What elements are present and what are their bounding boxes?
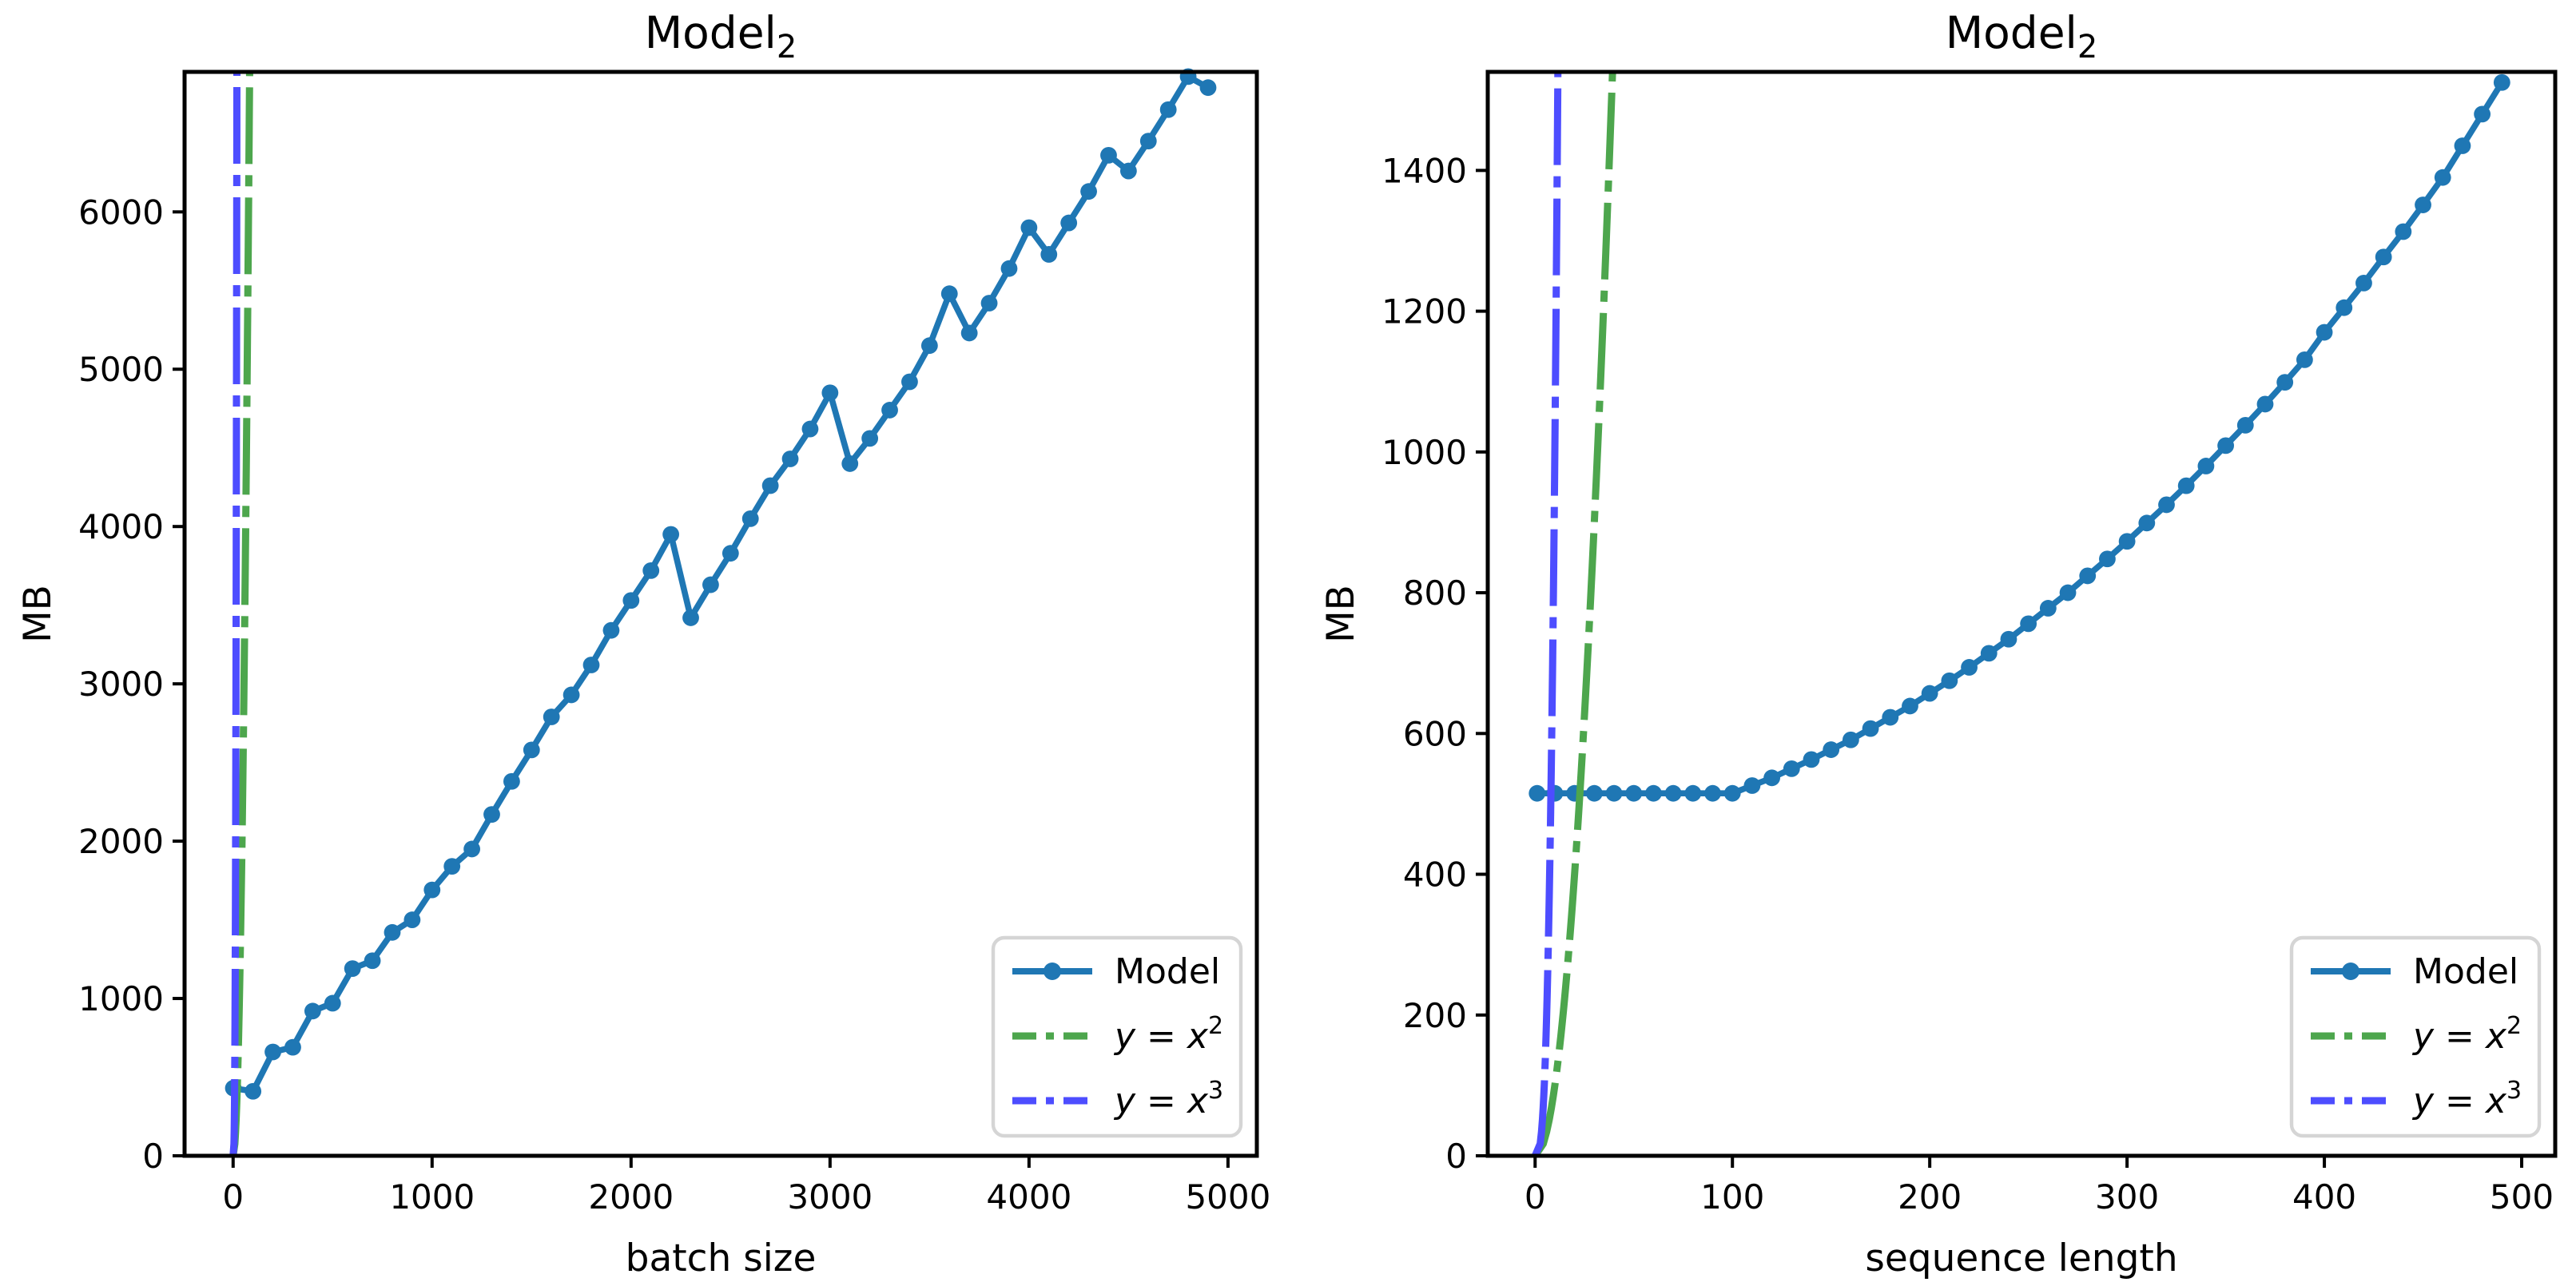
x-tick-label: 200 xyxy=(1898,1177,1962,1217)
legend-marker xyxy=(1044,962,1061,980)
x-tick-label: 2000 xyxy=(588,1177,674,1217)
x-tick-label: 0 xyxy=(222,1177,244,1217)
x-tick-label: 100 xyxy=(1700,1177,1764,1217)
legend-label: y = x3 xyxy=(1113,1077,1223,1121)
y-axis-label: MB xyxy=(16,585,60,643)
plot-frame xyxy=(182,69,1259,1158)
y-tick-label: 1200 xyxy=(1381,292,1467,331)
y-tick-label: 5000 xyxy=(78,350,164,389)
x-tick-label: 4000 xyxy=(986,1177,1071,1217)
chart-title: Model2 xyxy=(1946,7,2098,65)
y-axis-label: MB xyxy=(1319,585,1363,643)
y-tick-label: 6000 xyxy=(78,192,164,232)
model-series xyxy=(1529,73,2510,802)
legend: Model y = x2 y = x3 xyxy=(2289,935,2542,1138)
y-tick-label: 0 xyxy=(142,1137,164,1176)
y-tick-label: 3000 xyxy=(78,665,164,704)
quadratic-curve xyxy=(229,71,253,1157)
y-tick-label: 1000 xyxy=(78,979,164,1018)
y-tick-label: 800 xyxy=(1403,574,1467,613)
legend-marker xyxy=(2342,962,2359,980)
chart-sequence-length: 0 100 200 300 400 500 0 200 400 600 800 1000 1200 140… xyxy=(1319,7,2558,1280)
chart-batch-size: 0 1000 2000 3000 4000 5000 0 1000 2000 3000 4000 50… xyxy=(16,7,1270,1280)
x-axis-label: batch size xyxy=(626,1236,817,1280)
model-series xyxy=(225,68,1217,1100)
x-tick-label: 0 xyxy=(1525,1177,1546,1217)
legend-label: Model xyxy=(2413,951,2518,992)
cubic-curve xyxy=(229,71,241,1157)
axis-ticks: 0 1000 2000 3000 4000 5000 0 1000 2000 3000 4000 50… xyxy=(78,192,1270,1217)
legend: Model y = x2 y = x3 xyxy=(991,935,1243,1138)
y-tick-label: 1400 xyxy=(1381,151,1467,190)
y-tick-label: 2000 xyxy=(78,822,164,861)
x-axis-label: sequence length xyxy=(1865,1236,2177,1280)
plot-frame xyxy=(1485,69,2558,1158)
quadratic-curve xyxy=(1532,71,1616,1158)
x-tick-label: 3000 xyxy=(787,1177,873,1217)
y-tick-label: 400 xyxy=(1403,855,1467,895)
legend-label: Model xyxy=(1115,951,1220,992)
y-tick-label: 0 xyxy=(1445,1137,1467,1176)
chart-title: Model2 xyxy=(645,7,797,65)
cubic-curve xyxy=(1532,71,1562,1157)
x-tick-label: 5000 xyxy=(1185,1177,1270,1217)
legend-label: y = x3 xyxy=(2411,1077,2522,1121)
y-tick-label: 200 xyxy=(1403,996,1467,1035)
legend-label: y = x2 xyxy=(1113,1012,1223,1057)
y-tick-label: 1000 xyxy=(1381,433,1467,472)
y-tick-label: 600 xyxy=(1403,714,1467,753)
y-tick-label: 4000 xyxy=(78,507,164,546)
x-tick-label: 1000 xyxy=(389,1177,475,1217)
x-tick-label: 400 xyxy=(2292,1177,2356,1217)
legend-label: y = x2 xyxy=(2411,1012,2522,1057)
x-tick-label: 500 xyxy=(2490,1177,2554,1217)
x-tick-label: 300 xyxy=(2095,1177,2159,1217)
